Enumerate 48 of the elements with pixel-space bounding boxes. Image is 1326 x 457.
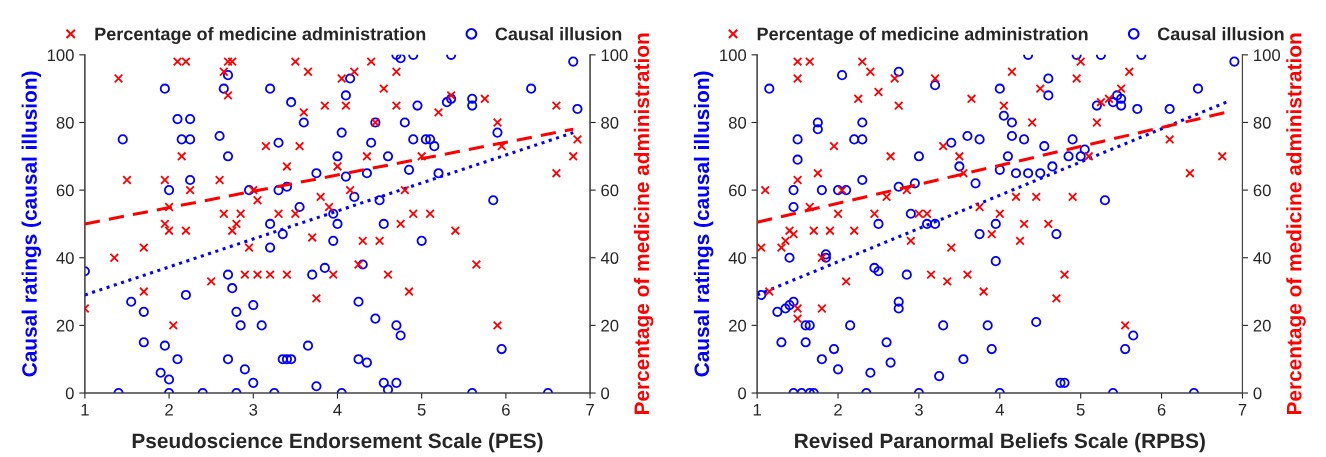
y2-tick-label: 20 bbox=[601, 319, 619, 332]
x-tick-label: 1 bbox=[81, 404, 89, 416]
legend-label: Percentage of medicine administration bbox=[757, 27, 1088, 45]
x-tick-label: 5 bbox=[1076, 404, 1085, 416]
y2-tick-label: 80 bbox=[1253, 116, 1271, 129]
x-tick-label: 7 bbox=[1238, 404, 1247, 416]
y2-axis-title: Percentage of medicine administration bbox=[1286, 33, 1306, 415]
y2-axis-title: Percentage of medicine administration bbox=[633, 33, 654, 415]
legend-label: Causal illusion bbox=[1157, 27, 1284, 41]
y-tick-label: 80 bbox=[728, 116, 747, 129]
x-tick-label: 1 bbox=[753, 404, 761, 416]
y2-tick-label: 20 bbox=[1253, 319, 1271, 332]
y-tick-label: 0 bbox=[65, 387, 74, 400]
y2-tick-label: 100 bbox=[1254, 49, 1281, 62]
x-tick-label: 5 bbox=[417, 404, 426, 416]
x-axis-title: Revised Paranormal Beliefs Scale (RPBS) bbox=[795, 432, 1205, 453]
x-tick-label: 2 bbox=[165, 403, 173, 416]
y2-tick-label: 60 bbox=[1253, 184, 1271, 197]
legend-label: Percentage of medicine administration bbox=[95, 27, 426, 45]
x-tick-label: 4 bbox=[995, 404, 1004, 416]
y2-tick-label: 100 bbox=[601, 49, 628, 62]
x-tick-label: 6 bbox=[502, 403, 510, 416]
y-tick-label: 40 bbox=[728, 252, 747, 264]
y-tick-label: 0 bbox=[738, 387, 747, 400]
legend-label: Causal illusion bbox=[495, 27, 622, 41]
y-axis-title: Causal ratings (causal illusion) bbox=[693, 71, 714, 377]
y2-tick-label: 80 bbox=[601, 116, 619, 129]
y-tick-label: 60 bbox=[729, 184, 747, 197]
y2-tick-label: 0 bbox=[601, 387, 610, 400]
y-tick-label: 80 bbox=[56, 116, 74, 129]
y-axis-title: Causal ratings (causal illusion) bbox=[21, 71, 42, 377]
x-tick-label: 4 bbox=[333, 404, 342, 416]
y2-tick-label: 60 bbox=[601, 184, 619, 197]
y-tick-label: 40 bbox=[56, 252, 74, 264]
y2-tick-label: 40 bbox=[600, 252, 619, 264]
x-tick-label: 2 bbox=[834, 403, 842, 416]
y-tick-label: 20 bbox=[729, 319, 747, 332]
y-tick-label: 60 bbox=[56, 184, 74, 197]
x-tick-label: 3 bbox=[249, 403, 258, 416]
x-tick-label: 7 bbox=[586, 404, 594, 416]
y-tick-label: 20 bbox=[56, 319, 74, 332]
x-axis-title: Pseudoscience Endorsement Scale (PES) bbox=[132, 432, 543, 453]
y2-tick-label: 40 bbox=[1253, 252, 1271, 264]
y-tick-label: 100 bbox=[720, 49, 747, 62]
y2-tick-label: 0 bbox=[1253, 387, 1262, 400]
y-tick-label: 100 bbox=[47, 49, 74, 62]
x-tick-label: 6 bbox=[1157, 403, 1166, 416]
x-tick-label: 3 bbox=[914, 403, 923, 416]
